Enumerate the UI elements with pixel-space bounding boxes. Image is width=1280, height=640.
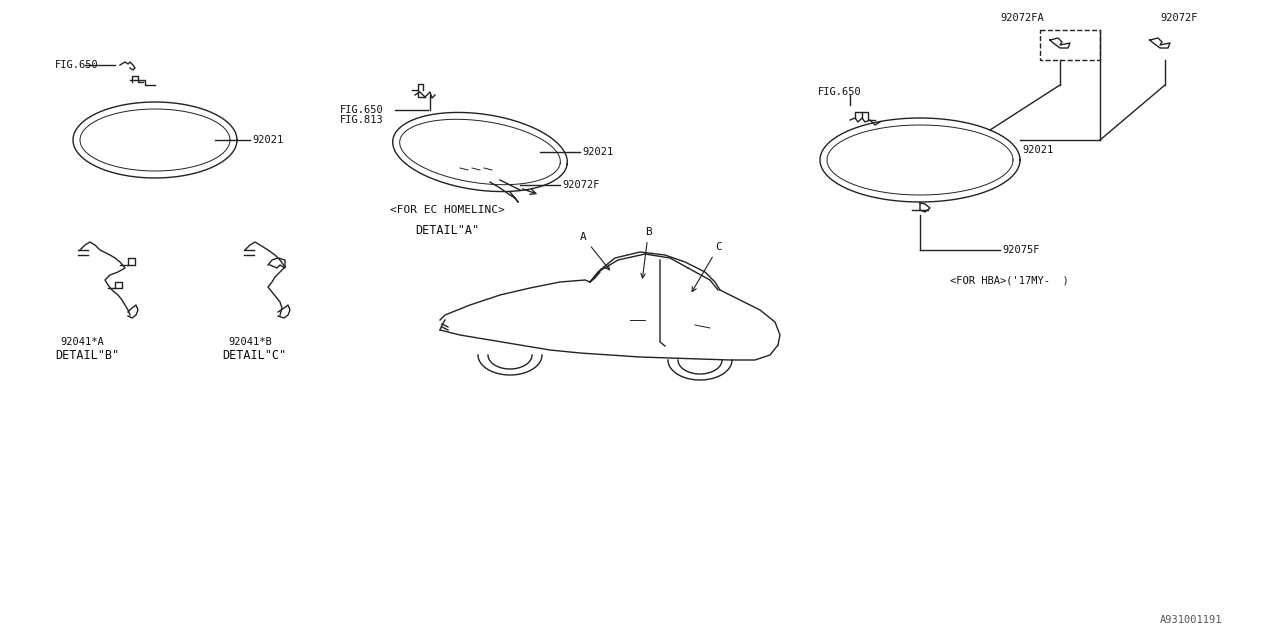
Text: A: A <box>580 232 609 270</box>
Text: 92072F: 92072F <box>1160 13 1198 23</box>
Text: <FOR EC HOMELINC>: <FOR EC HOMELINC> <box>390 205 504 215</box>
Text: 92021: 92021 <box>252 135 283 145</box>
Text: 92072F: 92072F <box>562 180 599 190</box>
Text: <FOR HBA>('17MY-  ): <FOR HBA>('17MY- ) <box>950 275 1069 285</box>
Text: DETAIL"B": DETAIL"B" <box>55 349 119 362</box>
Text: FIG.650: FIG.650 <box>55 60 99 70</box>
Text: DETAIL"A": DETAIL"A" <box>415 223 479 237</box>
Text: DETAIL"C": DETAIL"C" <box>221 349 287 362</box>
Text: 92072FA: 92072FA <box>1000 13 1043 23</box>
Text: 92041*A: 92041*A <box>60 337 104 347</box>
Text: 92041*B: 92041*B <box>228 337 271 347</box>
Text: FIG.813: FIG.813 <box>340 115 384 125</box>
Text: 92021: 92021 <box>582 147 613 157</box>
Text: A931001191: A931001191 <box>1160 615 1222 625</box>
Text: C: C <box>692 242 722 292</box>
Text: FIG.650: FIG.650 <box>818 87 861 97</box>
Text: 92075F: 92075F <box>1002 245 1039 255</box>
Text: 92021: 92021 <box>1021 145 1053 155</box>
Text: FIG.650: FIG.650 <box>340 105 384 115</box>
Text: B: B <box>641 227 652 278</box>
